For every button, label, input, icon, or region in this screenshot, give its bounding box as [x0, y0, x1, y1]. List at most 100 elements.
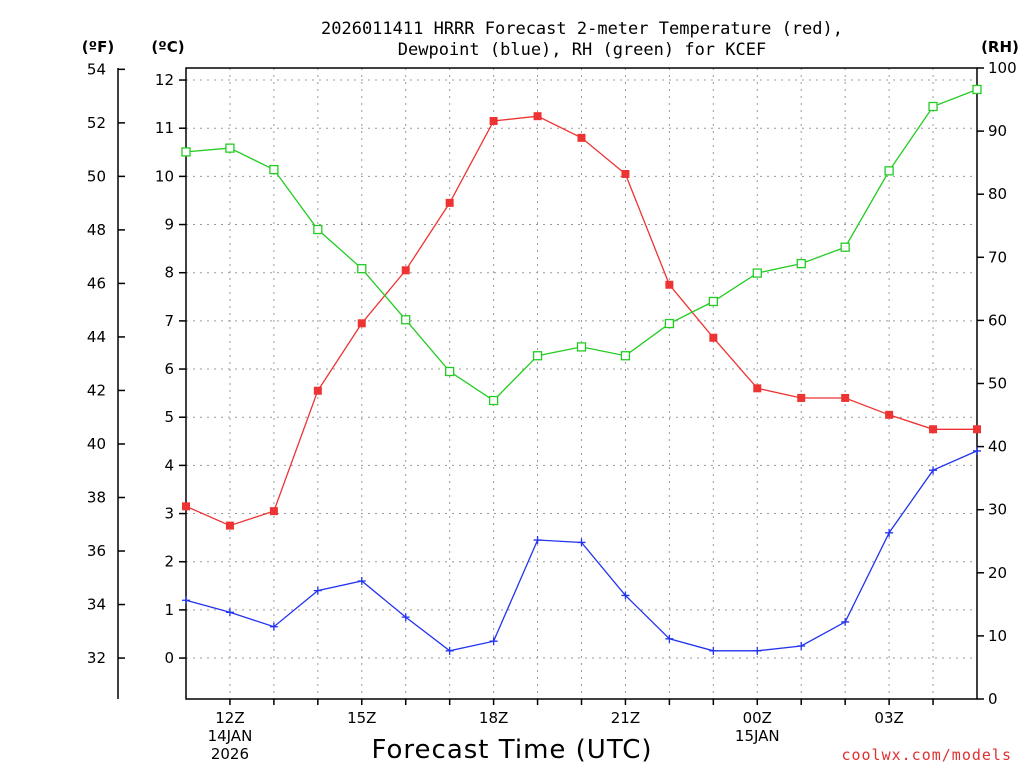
temperature-point — [973, 425, 981, 434]
fahrenheit-tick-label: 44 — [87, 328, 106, 346]
dewpoint-point — [929, 466, 938, 475]
rh-point — [357, 264, 367, 274]
rh-tick-label: 20 — [988, 564, 1007, 582]
dewpoint-point — [621, 591, 630, 600]
temperature-point — [797, 393, 806, 402]
dewpoint-point — [182, 596, 190, 605]
rh-point — [488, 395, 499, 406]
fahrenheit-tick-label: 54 — [87, 60, 106, 78]
dewpoint-point — [269, 622, 278, 631]
dewpoint-point — [577, 538, 586, 547]
rh-tick-label: 60 — [988, 311, 1007, 329]
rh-point — [181, 147, 191, 157]
fahrenheit-tick-label: 32 — [87, 649, 106, 667]
dewpoint-point — [401, 613, 410, 622]
chart-title-line1: 2026011411 HRRR Forecast 2-meter Tempera… — [321, 19, 843, 39]
rh-tick-label: 80 — [988, 185, 1007, 203]
temperature-point — [753, 384, 762, 393]
temperature-point — [182, 502, 190, 511]
fahrenheit-tick-label: 36 — [87, 542, 106, 560]
x-axis-title: Forecast Time (UTC) — [371, 735, 652, 765]
celsius-tick-label: 12 — [155, 71, 174, 89]
rh-point — [972, 84, 982, 95]
credit-label: coolwx.com/models — [841, 746, 1012, 764]
celsius-tick-label: 1 — [164, 601, 174, 619]
rh-axis: 0 10 20 30 40 50 60 70 80 90 100 — [977, 59, 1017, 708]
time-tick-label: 00Z — [743, 709, 772, 727]
rh-unit-label: (RH) — [981, 38, 1019, 56]
rh-point — [532, 351, 543, 361]
rh-tick-label: 50 — [988, 375, 1007, 393]
dewpoint-point — [489, 637, 498, 646]
celsius-unit-label: (ºC) — [151, 38, 184, 56]
temperature-point — [841, 393, 850, 402]
temperature-point — [225, 521, 234, 530]
temperature-point — [313, 386, 322, 395]
temperature-point — [533, 112, 542, 121]
fahrenheit-tick-label: 52 — [87, 114, 106, 132]
temperature-point — [401, 266, 410, 275]
celsius-tick-label: 4 — [164, 456, 174, 474]
rh-point — [576, 342, 587, 352]
date-label: 15JAN — [735, 727, 780, 745]
rh-point — [225, 143, 235, 153]
rh-tick-label: 30 — [988, 501, 1007, 519]
rh-point — [401, 315, 411, 325]
dewpoint-point — [445, 646, 454, 655]
series-dewpoint — [182, 446, 981, 655]
rh-point — [884, 166, 894, 176]
temperature-point — [445, 198, 454, 207]
rh-point — [620, 351, 631, 361]
dewpoint-point — [313, 586, 322, 595]
fahrenheit-tick-label: 38 — [87, 488, 106, 506]
series-rh — [181, 84, 982, 406]
celsius-tick-label: 2 — [164, 553, 174, 571]
dewpoint-point — [357, 576, 366, 585]
celsius-tick-label: 9 — [164, 216, 174, 234]
rh-point — [752, 268, 762, 278]
time-tick-label: 03Z — [874, 709, 903, 727]
dewpoint-line — [185, 450, 978, 652]
rh-point — [269, 164, 279, 175]
temperature-point — [929, 425, 938, 434]
dewpoint-point — [225, 608, 234, 617]
series-layer — [181, 84, 982, 655]
rh-tick-label: 90 — [988, 122, 1007, 140]
temperature-point — [577, 133, 586, 142]
date-label: 14JAN — [208, 727, 253, 745]
rh-point — [928, 101, 938, 112]
temperature-point — [665, 280, 674, 289]
temperature-point — [885, 410, 894, 419]
rh-point — [664, 318, 675, 329]
grid-lines — [186, 68, 977, 699]
time-tick-label: 18Z — [479, 709, 508, 727]
temperature-point — [269, 507, 278, 516]
rh-point — [840, 242, 850, 252]
fahrenheit-tick-label: 40 — [87, 435, 106, 453]
fahrenheit-tick-label: 48 — [87, 221, 106, 239]
celsius-tick-label: 6 — [164, 360, 174, 378]
fahrenheit-tick-label: 34 — [87, 596, 106, 614]
fahrenheit-tick-label: 42 — [87, 381, 106, 399]
dewpoint-point — [533, 536, 542, 545]
rh-point — [313, 224, 323, 235]
celsius-tick-label: 0 — [164, 649, 174, 667]
temperature-point — [489, 116, 498, 125]
celsius-tick-label: 8 — [164, 264, 174, 282]
fahrenheit-unit-label: (ºF) — [82, 38, 114, 56]
temperature-point — [621, 169, 630, 178]
fahrenheit-tick-label: 50 — [87, 167, 106, 185]
dewpoint-point — [797, 642, 806, 651]
time-tick-label: 15Z — [347, 709, 376, 727]
temperature-point — [709, 333, 718, 342]
rh-point — [445, 366, 455, 377]
rh-tick-label: 70 — [988, 248, 1007, 266]
celsius-tick-label: 7 — [164, 312, 174, 330]
fahrenheit-tick-label: 46 — [87, 274, 106, 292]
dewpoint-point — [709, 646, 718, 655]
dewpoint-point — [841, 617, 850, 626]
series-temperature — [182, 112, 981, 530]
